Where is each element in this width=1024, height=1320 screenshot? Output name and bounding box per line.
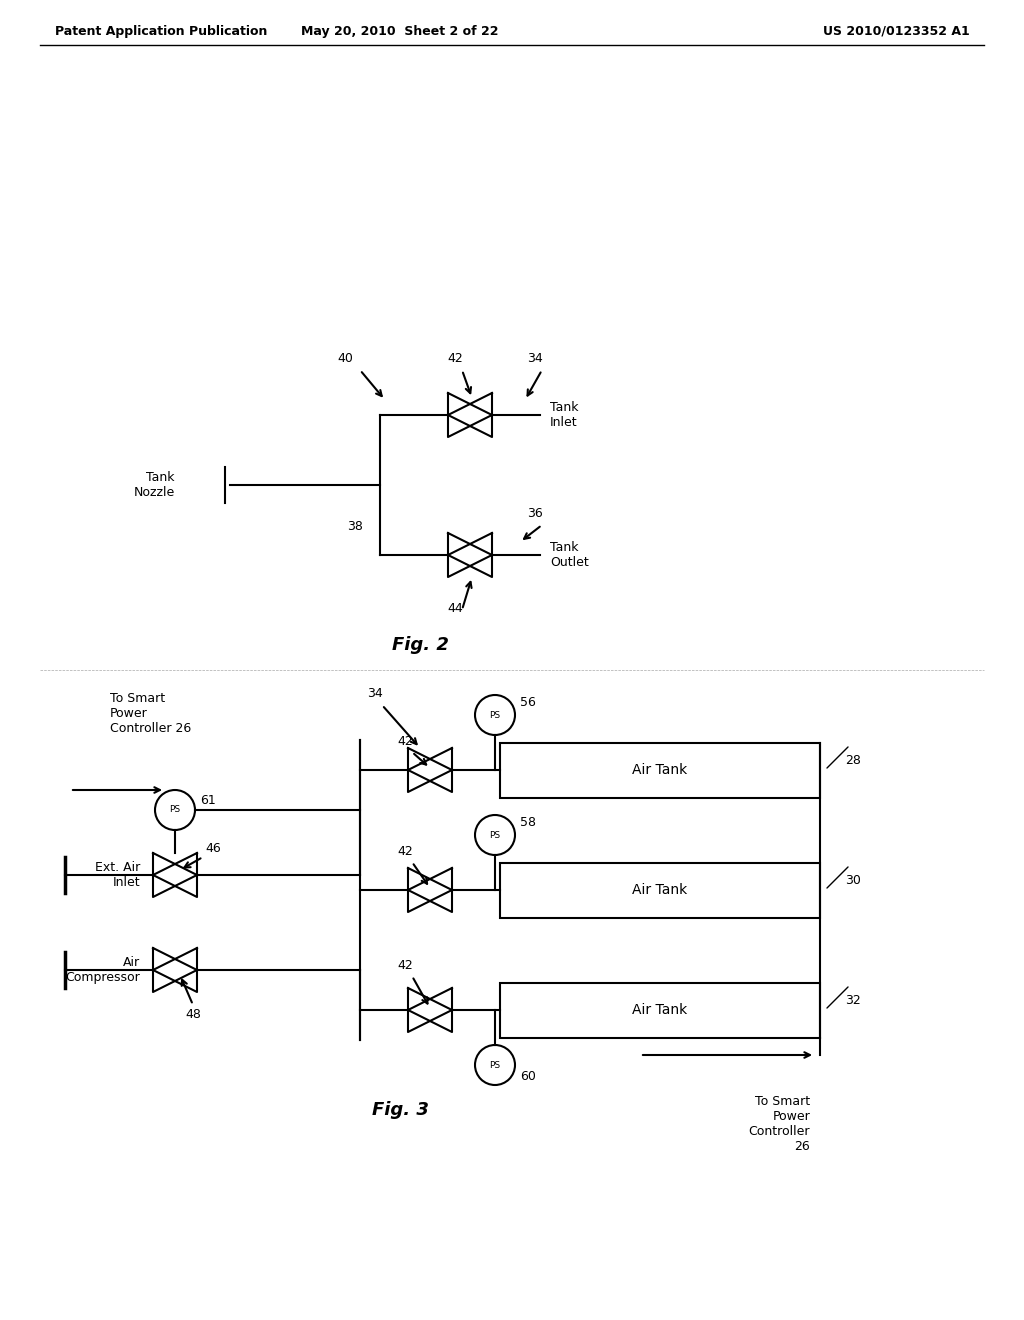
Text: 46: 46 [205, 842, 221, 855]
Text: 28: 28 [845, 754, 861, 767]
Text: 34: 34 [527, 352, 543, 366]
Text: 42: 42 [397, 960, 413, 972]
Text: 42: 42 [397, 735, 413, 748]
Text: 56: 56 [520, 697, 536, 710]
Text: PS: PS [489, 1060, 501, 1069]
Bar [500, 982, 820, 1038]
Text: To Smart
Power
Controller 26: To Smart Power Controller 26 [110, 692, 191, 735]
Text: Patent Application Publication: Patent Application Publication [55, 25, 267, 38]
Text: Ext. Air
Inlet: Ext. Air Inlet [95, 861, 140, 888]
Text: 32: 32 [845, 994, 861, 1006]
Text: 42: 42 [447, 352, 463, 366]
Text: 30: 30 [845, 874, 861, 887]
Text: Fig. 3: Fig. 3 [372, 1101, 428, 1119]
Text: 42: 42 [397, 845, 413, 858]
Text: PS: PS [489, 830, 501, 840]
Text: Air Tank: Air Tank [633, 883, 688, 898]
Text: Tank
Inlet: Tank Inlet [550, 401, 579, 429]
Text: 44: 44 [447, 602, 463, 615]
Text: May 20, 2010  Sheet 2 of 22: May 20, 2010 Sheet 2 of 22 [301, 25, 499, 38]
Text: 60: 60 [520, 1071, 536, 1084]
Text: Air Tank: Air Tank [633, 1003, 688, 1016]
Bar [500, 862, 820, 917]
Text: Air Tank: Air Tank [633, 763, 688, 777]
Bar [500, 742, 820, 797]
Text: 38: 38 [347, 520, 362, 533]
Text: Tank
Nozzle: Tank Nozzle [134, 471, 175, 499]
Text: 34: 34 [368, 686, 383, 700]
Text: To Smart
Power
Controller
26: To Smart Power Controller 26 [749, 1096, 810, 1152]
Text: PS: PS [489, 710, 501, 719]
Text: 40: 40 [337, 352, 353, 366]
Text: Fig. 2: Fig. 2 [391, 636, 449, 653]
Text: Air
Compressor: Air Compressor [66, 956, 140, 983]
Text: 61: 61 [200, 793, 216, 807]
Text: 48: 48 [185, 1008, 201, 1020]
Text: Tank
Outlet: Tank Outlet [550, 541, 589, 569]
Text: 36: 36 [527, 507, 543, 520]
Text: 58: 58 [520, 817, 536, 829]
Text: PS: PS [169, 805, 180, 814]
Text: US 2010/0123352 A1: US 2010/0123352 A1 [823, 25, 970, 38]
